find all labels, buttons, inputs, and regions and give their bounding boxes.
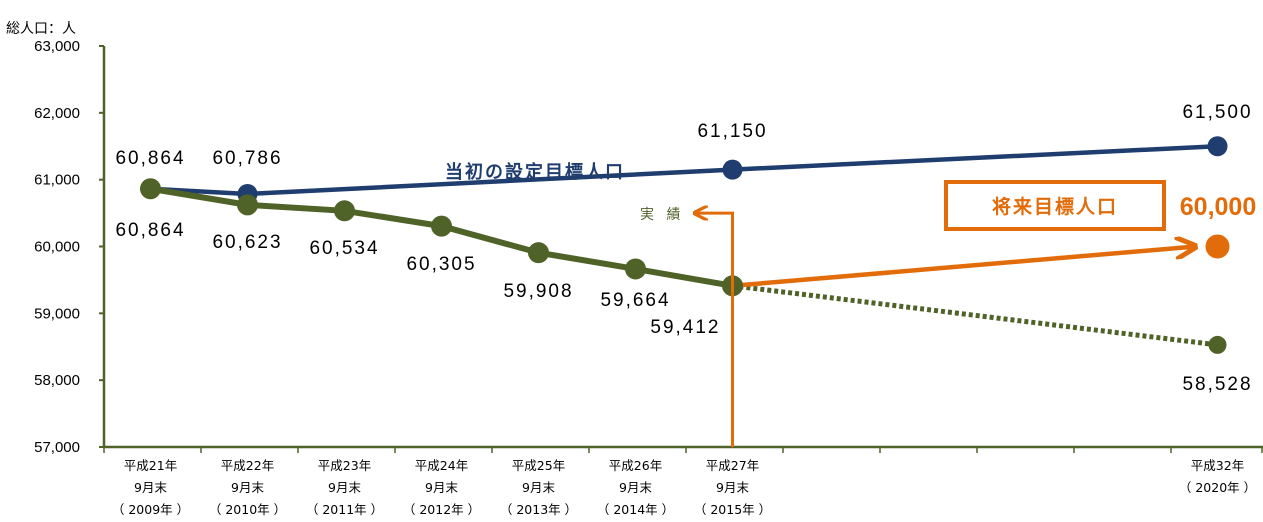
x-tick-label: （ 2013年 ） [500, 502, 577, 517]
y-tick-label: 63,000 [34, 38, 80, 55]
data-label: 59,412 [650, 317, 720, 338]
actual-point [528, 242, 549, 264]
actual-point [237, 194, 258, 216]
data-label: 60,534 [309, 238, 379, 259]
x-tick-label: （ 2009年 ） [112, 502, 189, 517]
x-tick-label: 9月末 [328, 480, 361, 495]
data-label: 60,864 [115, 148, 185, 169]
future-target-value: 60,000 [1180, 193, 1256, 221]
x-tick-label: 9月末 [716, 480, 749, 495]
x-tick-label: （ 2020年 ） [1179, 480, 1256, 495]
x-tick-label: 平成22年 [221, 458, 274, 473]
data-label: 60,786 [212, 148, 282, 169]
y-tick-label: 59,000 [34, 305, 80, 322]
x-tick-label: 平成21年 [124, 458, 177, 473]
y-tick-label: 61,000 [34, 172, 80, 189]
x-tick-label: 9月末 [522, 480, 555, 495]
series-line-projection [732, 283, 1218, 348]
x-tick-label: 9月末 [425, 480, 458, 495]
future-target-point [1205, 234, 1230, 259]
x-tick-label: 平成24年 [415, 458, 468, 473]
series-line-future-target [732, 247, 1196, 289]
data-label: 58,528 [1182, 374, 1252, 395]
actual-pointer-arrow [695, 213, 734, 447]
x-tick-label: 平成27年 [706, 458, 759, 473]
actual-point [334, 200, 355, 222]
x-tick-label: 平成25年 [512, 458, 565, 473]
actual-pointer-label: 実 績 [640, 207, 684, 223]
x-tick-label: （ 2011年 ） [306, 502, 383, 517]
series-name-original-target: 当初の設定目標人口 [445, 161, 625, 183]
x-tick-label: （ 2010年 ） [209, 502, 286, 517]
data-label: 60,864 [115, 220, 185, 241]
x-tick-label: （ 2015年 ） [694, 502, 771, 517]
x-tick-label: 9月末 [231, 480, 264, 495]
data-label: 60,305 [406, 254, 476, 275]
data-label: 61,150 [697, 121, 767, 142]
data-label: 61,500 [1182, 102, 1252, 123]
x-tick-label: 平成32年 [1191, 458, 1244, 473]
projection-point [1208, 335, 1227, 354]
x-tick-label: 平成23年 [318, 458, 371, 473]
x-tick-label: （ 2014年 ） [597, 502, 674, 517]
original-target-point [722, 159, 743, 180]
actual-point [625, 258, 646, 280]
future-target-box [944, 180, 1166, 231]
original-target-point [1207, 136, 1228, 157]
y-tick-label: 58,000 [34, 372, 80, 389]
x-tick-label: 9月末 [619, 480, 652, 495]
actual-point [140, 178, 161, 200]
y-tick-label: 62,000 [34, 105, 80, 122]
series-line-original-target [150, 144, 1218, 197]
actual-point [431, 215, 452, 237]
y-tick-label: 57,000 [34, 439, 80, 456]
future-target-box-label: 将来目標人口 [992, 195, 1118, 218]
unit-label: 総人口：人 [6, 21, 76, 37]
data-label: 59,664 [600, 290, 670, 311]
x-tick-label: （ 2012年 ） [403, 502, 480, 517]
x-tick-label: 9月末 [134, 480, 167, 495]
y-tick-label: 60,000 [34, 239, 80, 256]
x-tick-label: 平成26年 [609, 458, 662, 473]
data-label: 59,908 [503, 281, 573, 302]
data-label: 60,623 [212, 232, 282, 253]
